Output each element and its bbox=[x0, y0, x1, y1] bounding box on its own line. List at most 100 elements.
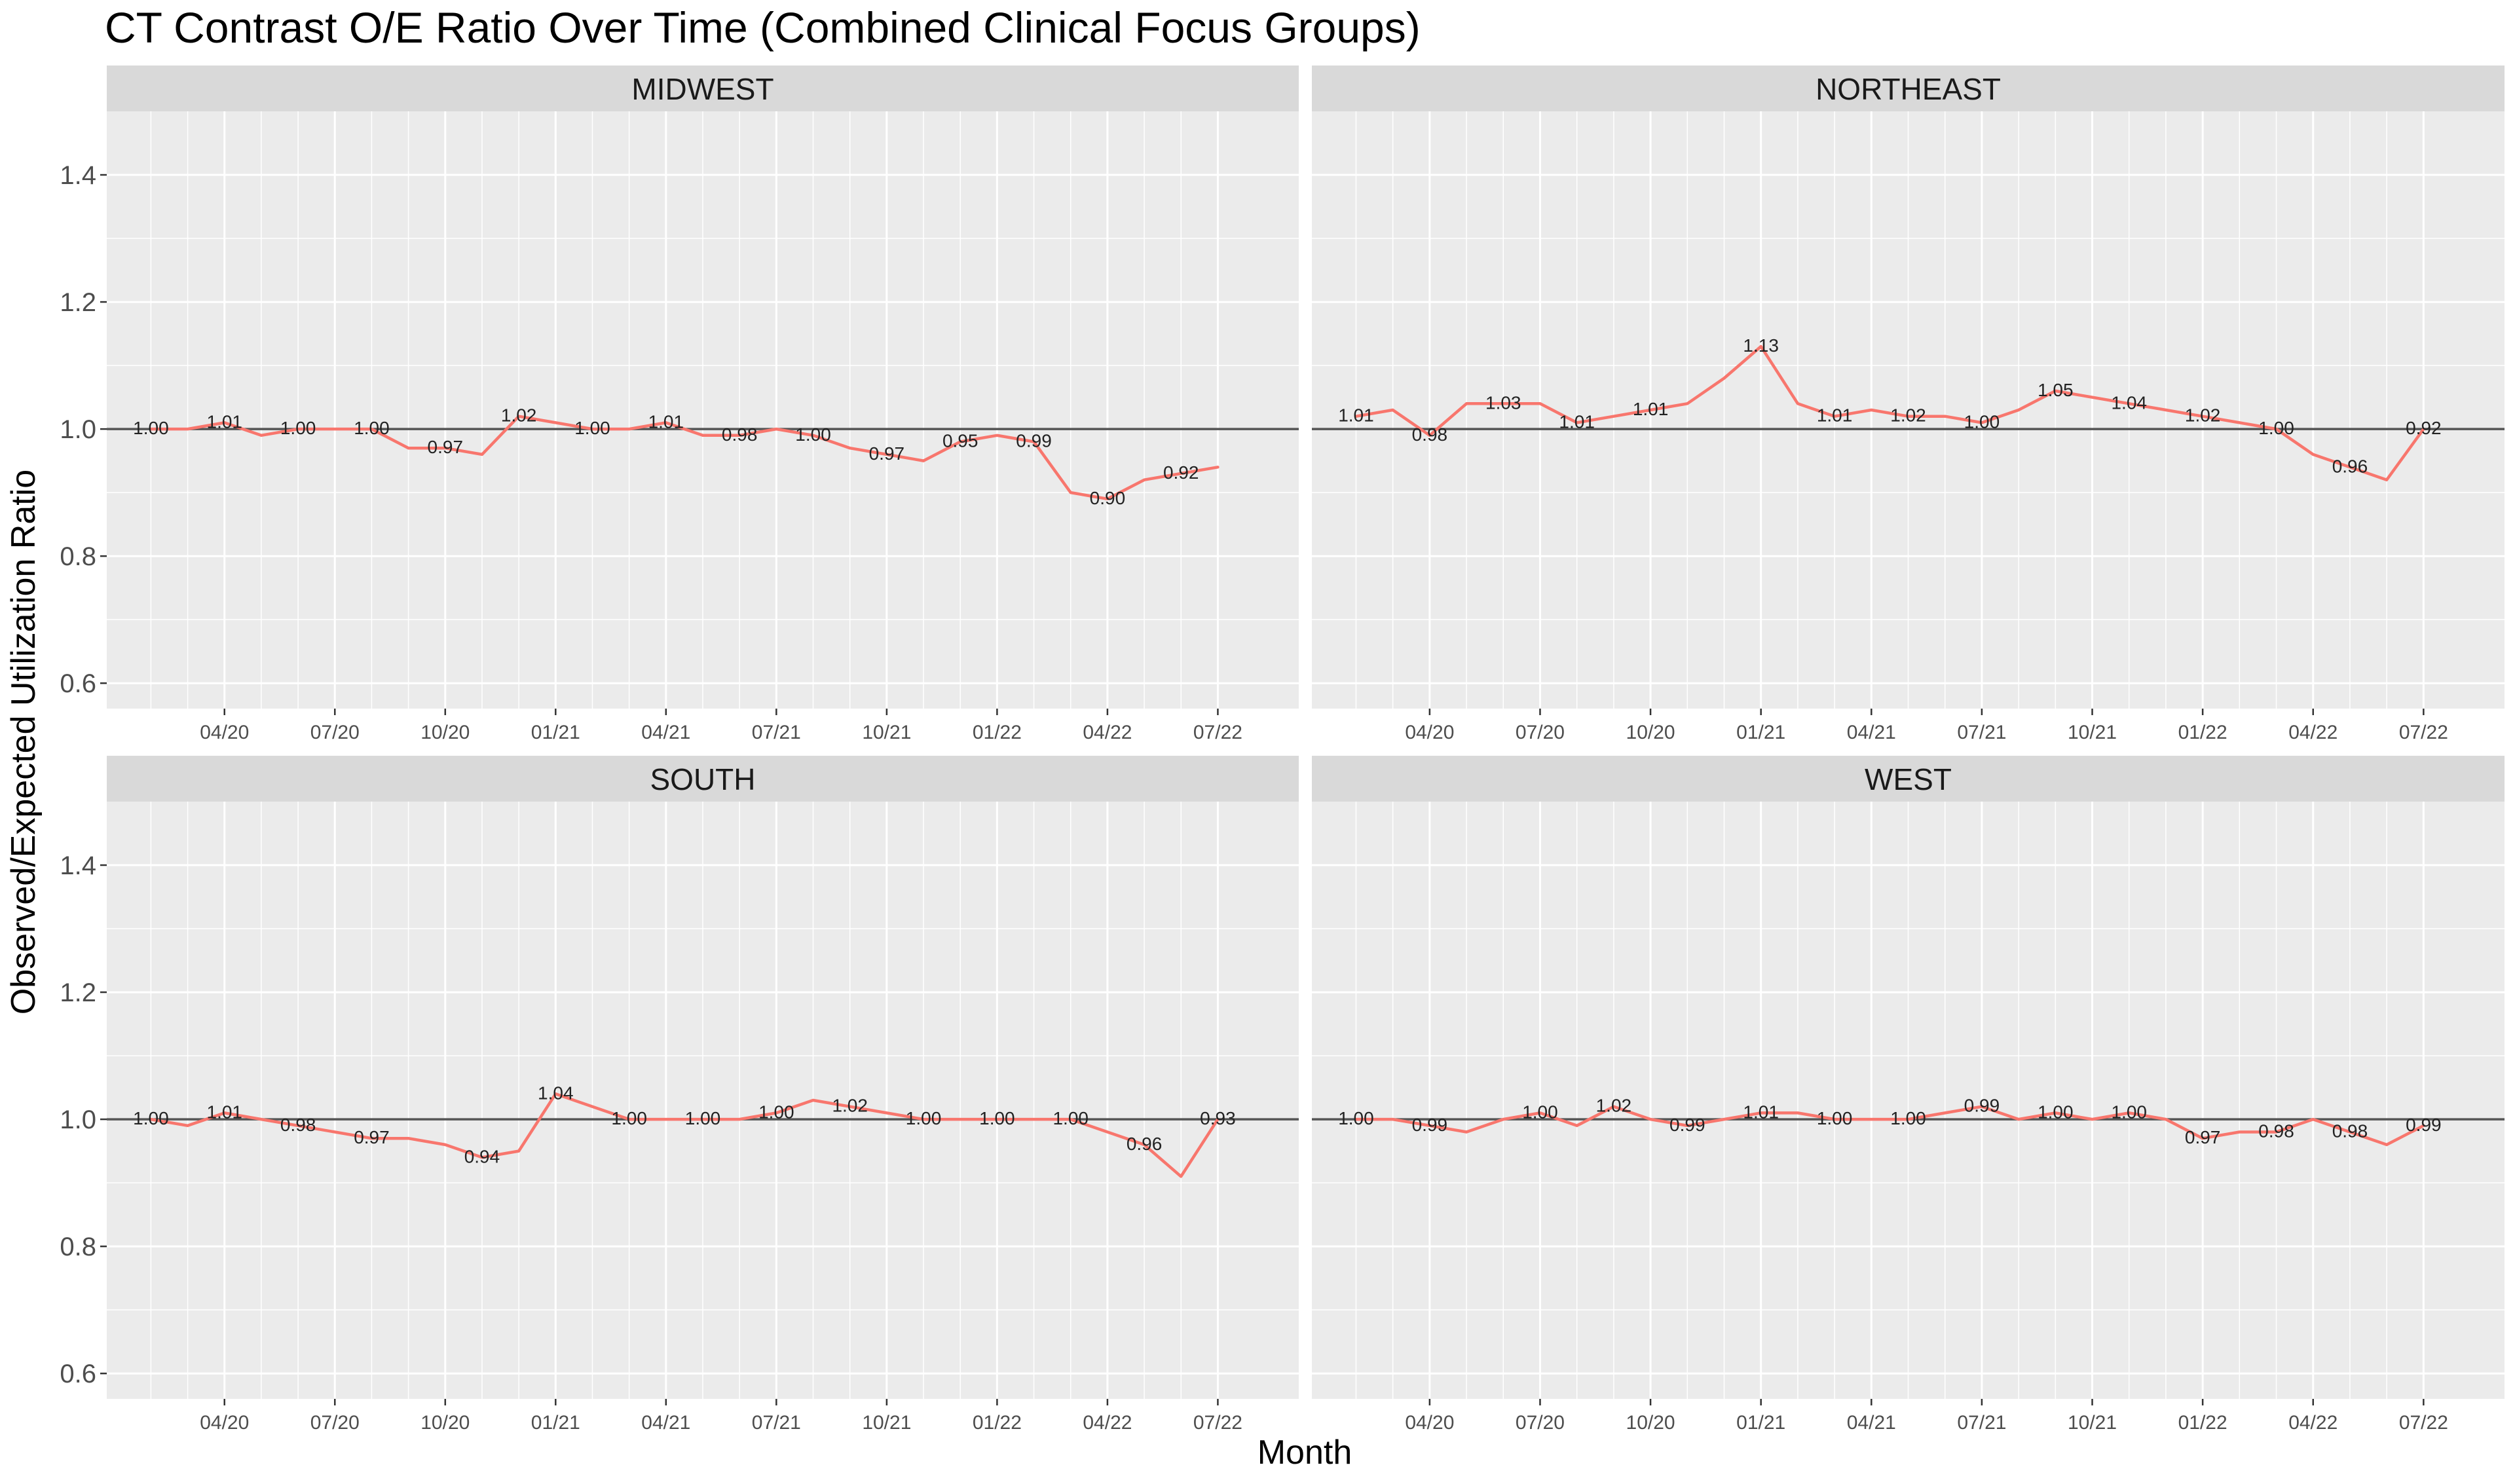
series-line-midwest bbox=[149, 415, 1220, 501]
x-tick-label: 01/21 bbox=[1736, 1412, 1785, 1434]
y-tick-label: 0.8 bbox=[60, 542, 96, 571]
x-tick-label: 10/20 bbox=[420, 722, 470, 743]
x-tick-label: 01/22 bbox=[973, 722, 1022, 743]
y-tick-label: 0.8 bbox=[60, 1233, 96, 1261]
data-label: 1.02 bbox=[2185, 405, 2221, 426]
x-tick-label: 01/21 bbox=[531, 722, 580, 743]
x-tick-label: 01/22 bbox=[973, 1412, 1022, 1434]
data-label: 0.98 bbox=[2332, 1121, 2368, 1141]
x-tick-label: 07/21 bbox=[752, 1412, 801, 1434]
facet-title-northeast: NORTHEAST bbox=[1816, 72, 2001, 106]
x-axis-label: Month bbox=[1257, 1434, 1352, 1472]
x-tick-label: 04/22 bbox=[2288, 1412, 2338, 1434]
data-label: 0.95 bbox=[942, 431, 978, 451]
data-label: 1.00 bbox=[795, 424, 831, 445]
data-label: 1.02 bbox=[501, 405, 537, 426]
x-tick-label: 10/21 bbox=[862, 722, 911, 743]
x-tick-label: 04/20 bbox=[1405, 722, 1454, 743]
data-label: 1.00 bbox=[1817, 1108, 1853, 1128]
data-label: 1.00 bbox=[1890, 1108, 1926, 1128]
facet-title-midwest: MIDWEST bbox=[631, 72, 773, 106]
y-tick-label: 1.2 bbox=[60, 288, 96, 317]
y-tick-label: 1.0 bbox=[60, 1105, 96, 1134]
x-tick-label: 10/21 bbox=[2068, 722, 2117, 743]
series-line-northeast bbox=[1354, 344, 2425, 481]
data-label: 1.00 bbox=[574, 418, 610, 438]
data-label: 0.98 bbox=[1412, 424, 1448, 445]
x-tick-label: 07/20 bbox=[310, 1412, 360, 1434]
series-line-south bbox=[149, 1092, 1220, 1178]
x-tick-label: 07/21 bbox=[1957, 1412, 2006, 1434]
data-label: 1.00 bbox=[133, 418, 169, 438]
data-label: 1.00 bbox=[685, 1108, 721, 1128]
x-tick-label: 10/20 bbox=[1626, 722, 1675, 743]
x-tick-label: 01/22 bbox=[2178, 722, 2227, 743]
data-label: 1.00 bbox=[1964, 411, 2000, 432]
x-tick-label: 04/22 bbox=[1083, 722, 1132, 743]
y-tick-label: 1.4 bbox=[60, 161, 96, 190]
data-label: 1.00 bbox=[2111, 1102, 2147, 1122]
data-label: 1.00 bbox=[1522, 1102, 1558, 1122]
x-tick-label: 07/21 bbox=[752, 722, 801, 743]
y-tick-label: 1.2 bbox=[60, 978, 96, 1007]
x-tick-label: 07/21 bbox=[1957, 722, 2006, 743]
data-label: 0.92 bbox=[1163, 462, 1199, 483]
data-label: 0.98 bbox=[2258, 1121, 2294, 1141]
data-label: 1.01 bbox=[1743, 1102, 1779, 1122]
data-label: 0.96 bbox=[1127, 1134, 1163, 1154]
data-label: 0.99 bbox=[1964, 1096, 2000, 1116]
x-tick-label: 07/20 bbox=[310, 722, 360, 743]
data-label: 0.99 bbox=[1016, 431, 1052, 451]
x-tick-label: 04/22 bbox=[2288, 722, 2338, 743]
x-tick-label: 04/20 bbox=[200, 722, 249, 743]
data-label: 1.02 bbox=[1890, 405, 1926, 426]
x-tick-label: 10/20 bbox=[1626, 1412, 1675, 1434]
data-label: 1.00 bbox=[2038, 1102, 2074, 1122]
y-tick-label: 1.4 bbox=[60, 851, 96, 880]
facet-strip-south bbox=[107, 756, 1299, 802]
data-label: 0.97 bbox=[869, 443, 905, 464]
y-tick-label: 0.6 bbox=[60, 1360, 96, 1388]
data-label: 1.00 bbox=[979, 1108, 1015, 1128]
x-tick-label: 04/22 bbox=[1083, 1412, 1132, 1434]
data-label: 1.05 bbox=[2038, 380, 2074, 400]
facet-strip-west bbox=[1312, 756, 2505, 802]
x-tick-label: 01/22 bbox=[2178, 1412, 2227, 1434]
data-label: 1.00 bbox=[133, 1108, 169, 1128]
data-label: 1.00 bbox=[1053, 1108, 1089, 1128]
x-tick-label: 07/22 bbox=[2399, 722, 2448, 743]
data-label: 0.92 bbox=[2406, 418, 2442, 438]
data-label: 1.00 bbox=[611, 1108, 647, 1128]
x-tick-label: 01/21 bbox=[531, 1412, 580, 1434]
data-label: 1.01 bbox=[1817, 405, 1853, 426]
data-label: 1.02 bbox=[832, 1096, 868, 1116]
x-tick-label: 10/21 bbox=[2068, 1412, 2117, 1434]
data-label: 1.13 bbox=[1743, 335, 1779, 356]
x-tick-label: 01/21 bbox=[1736, 722, 1785, 743]
x-tick-label: 10/20 bbox=[420, 1412, 470, 1434]
data-label: 1.00 bbox=[354, 418, 390, 438]
data-label: 0.97 bbox=[428, 437, 464, 457]
x-tick-label: 10/21 bbox=[862, 1412, 911, 1434]
x-tick-label: 04/21 bbox=[641, 1412, 690, 1434]
x-tick-label: 07/20 bbox=[1516, 722, 1565, 743]
x-tick-label: 04/21 bbox=[1847, 722, 1896, 743]
data-label: 0.93 bbox=[1200, 1108, 1236, 1128]
x-tick-label: 04/20 bbox=[1405, 1412, 1454, 1434]
data-label: 1.01 bbox=[648, 411, 684, 432]
data-label: 1.01 bbox=[1559, 411, 1595, 432]
data-label: 1.03 bbox=[1485, 392, 1521, 413]
data-label: 0.99 bbox=[1412, 1115, 1448, 1135]
x-tick-label: 04/21 bbox=[1847, 1412, 1896, 1434]
y-tick-label: 1.0 bbox=[60, 415, 96, 444]
data-label: 0.98 bbox=[280, 1115, 316, 1135]
x-tick-label: 07/20 bbox=[1516, 1412, 1565, 1434]
data-label: 1.00 bbox=[758, 1102, 794, 1122]
data-label: 1.01 bbox=[1338, 405, 1374, 426]
data-label: 1.00 bbox=[1338, 1108, 1374, 1128]
data-label: 0.97 bbox=[2185, 1127, 2221, 1147]
x-tick-label: 07/22 bbox=[1193, 1412, 1242, 1434]
data-label: 0.90 bbox=[1090, 488, 1126, 508]
data-label: 0.98 bbox=[722, 424, 758, 445]
